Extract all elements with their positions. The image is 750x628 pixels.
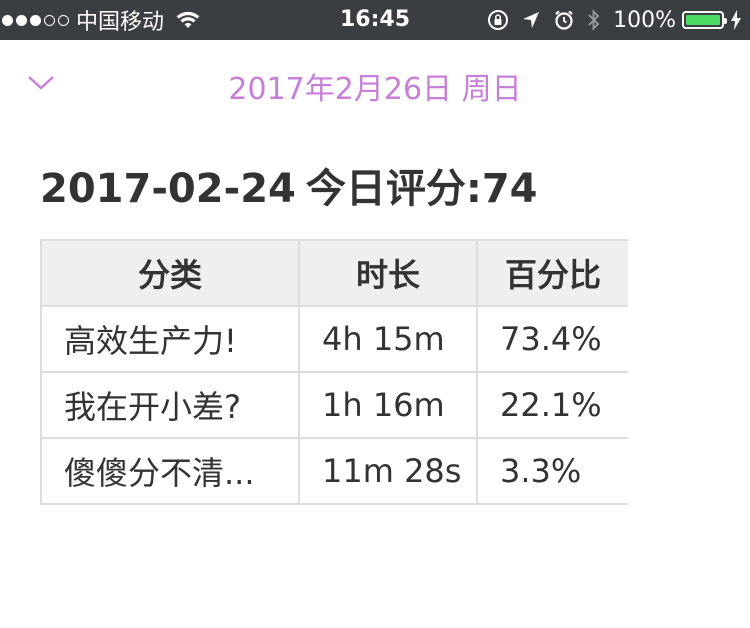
duration-cell: 1h 16m xyxy=(298,371,478,439)
chevron-down-icon xyxy=(28,76,54,90)
battery-percentage: 100% xyxy=(613,7,676,33)
rotation-lock-icon xyxy=(487,9,509,31)
summary-date: 2017-02-24 xyxy=(40,166,296,212)
percent-cell: 73.4% xyxy=(476,305,628,373)
column-header-category: 分类 xyxy=(40,239,300,307)
status-bar: 16:45 中国移动 xyxy=(0,0,750,40)
category-cell: 我在开小差? xyxy=(40,371,300,439)
charging-bolt-icon xyxy=(730,10,742,30)
percent-cell: 22.1% xyxy=(476,371,628,439)
signal-dots-icon xyxy=(2,14,72,26)
category-cell: 傻傻分不清... xyxy=(40,437,300,505)
table-row[interactable]: 我在开小差? 1h 16m 22.1% xyxy=(40,371,628,439)
category-table-container: 分类 时长 百分比 高效生产力! 4h 15m 73.4% 我在开小差? 1h … xyxy=(40,239,628,509)
duration-cell: 4h 15m xyxy=(298,305,478,373)
location-arrow-icon xyxy=(521,10,541,30)
table-header-row: 分类 时长 百分比 xyxy=(40,239,628,307)
percent-cell: 3.3% xyxy=(476,437,628,505)
carrier-name: 中国移动 xyxy=(76,10,165,35)
status-time: 16:45 xyxy=(339,7,411,32)
category-cell: 高效生产力! xyxy=(40,305,300,373)
bluetooth-icon xyxy=(587,9,601,31)
score-label: 今日评分:74 xyxy=(305,166,538,212)
wifi-icon xyxy=(176,11,200,29)
status-left: 中国移动 xyxy=(0,0,200,40)
table-row[interactable]: 傻傻分不清... 11m 28s 3.3% xyxy=(40,437,628,505)
column-header-percent: 百分比 xyxy=(476,239,628,307)
date-title[interactable]: 2017年2月26日 周日 xyxy=(228,72,522,107)
table-row[interactable]: 高效生产力! 4h 15m 73.4% xyxy=(40,305,628,373)
daily-score-heading: 2017-02-24 今日评分:74 xyxy=(40,156,548,214)
category-table: 分类 时长 百分比 高效生产力! 4h 15m 73.4% 我在开小差? 1h … xyxy=(40,239,628,505)
duration-cell: 11m 28s xyxy=(298,437,478,505)
battery-icon xyxy=(682,11,727,29)
alarm-icon xyxy=(553,9,575,31)
column-header-duration: 时长 xyxy=(298,239,478,307)
collapse-button[interactable] xyxy=(26,70,56,94)
status-right: 100% xyxy=(475,0,742,40)
